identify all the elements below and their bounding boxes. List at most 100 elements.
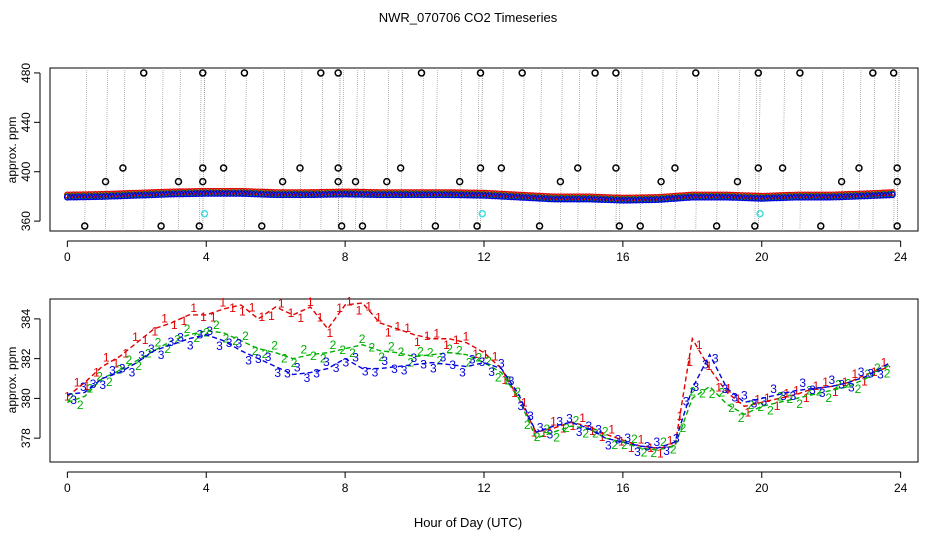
x-tick-label: 8: [342, 481, 349, 495]
spike-line: [841, 67, 844, 232]
series-2-label-point: 2: [194, 331, 201, 345]
series-2-label-point: 2: [777, 389, 784, 403]
series-1-label-point: 1: [696, 338, 703, 352]
x-tick-label: 24: [894, 250, 908, 264]
series-3-label-point: 3: [683, 394, 690, 408]
top-panel-frame: [49, 67, 919, 232]
series-2-label-point: 2: [505, 373, 512, 387]
series-3-label-point: 3: [498, 357, 505, 371]
series-3-label-point: 3: [566, 412, 573, 426]
series-1-label-point: 1: [132, 330, 139, 344]
y-tick-label: 400: [19, 161, 33, 181]
series-2-label-point: 2: [339, 343, 346, 357]
series-2-label-point: 2: [349, 346, 356, 360]
series-2-label-point: 2: [164, 342, 171, 356]
series-2-label-point: 2: [845, 377, 852, 391]
series-1-label-point: 1: [628, 441, 635, 455]
series-2-label-point: 2: [631, 432, 638, 446]
series-2-label-point: 2: [281, 351, 288, 365]
outlier-point: [476, 164, 485, 172]
series-1-label-point: 1: [745, 405, 752, 419]
series-1-label-point: 1: [278, 297, 285, 311]
series-1-label-point: 1: [258, 310, 265, 324]
series-2-label-point: 2: [417, 344, 424, 358]
series-3-label-point: 3: [819, 386, 826, 400]
spike-line: [261, 67, 265, 232]
outlier-point: [893, 164, 901, 172]
series-3-label-point: 3: [372, 366, 379, 380]
series-1-label-point: 1: [871, 365, 878, 379]
series-1-label-point: 1: [181, 314, 188, 328]
series-2-label-point: 2: [155, 336, 162, 350]
series-3-label-point: 3: [197, 327, 204, 341]
spike-line: [560, 67, 563, 232]
series-1-label-point: 1: [647, 441, 654, 455]
series-2-label-point: 2: [203, 326, 210, 340]
series-1-label-point: 1: [336, 301, 343, 315]
series-1-label-point: 1: [365, 300, 372, 314]
series-2-label-point: 2: [864, 367, 871, 381]
outlier-point: [573, 164, 582, 172]
spike-line: [480, 67, 483, 232]
series-1-label-point: 1: [832, 385, 839, 399]
x-tick-label: 8: [342, 250, 349, 264]
series-1-label-point: 1: [113, 357, 120, 371]
series-3-label-point: 3: [731, 390, 738, 404]
series-3-label-point: 3: [615, 433, 622, 447]
series-line-3: [67, 334, 891, 449]
spike-line: [400, 67, 404, 232]
series-2-label-point: 2: [446, 342, 453, 356]
series-2-label-point: 2: [738, 411, 745, 425]
outlier-point: [337, 222, 346, 230]
series-3-label-point: 3: [799, 376, 806, 390]
outlier-point: [157, 222, 165, 230]
series-2-label-point: 2: [757, 400, 764, 414]
series-1-label-point: 1: [74, 375, 81, 389]
series-3-label-point: 3: [177, 330, 184, 344]
outlier-point: [893, 177, 901, 186]
series-1-label-point: 1: [239, 305, 246, 319]
outlier-point: [712, 222, 721, 230]
outlier-point: [518, 69, 526, 77]
series-1-label-point: 1: [579, 411, 586, 425]
series-3-label-point: 3: [265, 350, 272, 364]
spike-line: [299, 67, 303, 232]
series-2-label-point: 2: [728, 401, 735, 415]
outlier-point: [636, 222, 644, 230]
outlier-point: [199, 69, 207, 77]
series-2-label-point: 2: [514, 385, 521, 399]
spike-line: [799, 67, 803, 232]
spike-line: [143, 67, 147, 232]
series-3-label-point: 3: [323, 355, 330, 369]
outlier-point: [334, 177, 342, 186]
series-1-label-point: 1: [414, 335, 421, 349]
series-3-label-point: 3: [119, 361, 126, 375]
series-2-label-point: 2: [582, 427, 589, 441]
outlier-point: [869, 69, 877, 77]
series-1-label-point: 1: [676, 409, 683, 423]
series-2-label-point: 2: [213, 318, 220, 332]
series-3-label-point: 3: [556, 414, 563, 428]
series-1-label-point: 1: [686, 355, 693, 369]
outlier-point: [476, 69, 485, 77]
x-tick-label: 20: [755, 481, 769, 495]
series-1-label-point: 1: [93, 366, 100, 380]
outlier-point: [358, 222, 367, 230]
spike-line: [202, 67, 206, 232]
spike-line: [782, 67, 785, 232]
series-1-label-point: 1: [501, 373, 508, 387]
series-1-label-point: 1: [531, 426, 538, 440]
series-3-label-point: 3: [216, 339, 223, 353]
series-1-label-point: 1: [268, 309, 275, 323]
series-3-label-point: 3: [663, 444, 670, 458]
series-3-label-point: 3: [167, 335, 174, 349]
series-2-label-point: 2: [524, 418, 531, 432]
outlier-point: [751, 222, 759, 230]
outlier-point: [139, 69, 148, 77]
series-2-label-point: 2: [806, 383, 813, 397]
x-axis-label: Hour of Day (UTC): [414, 515, 522, 530]
series-3-label-point: 3: [187, 338, 194, 352]
series-1-label-point: 1: [64, 389, 71, 403]
series-2-label-point: 2: [466, 356, 473, 370]
series-2-label-point: 2: [456, 343, 463, 357]
